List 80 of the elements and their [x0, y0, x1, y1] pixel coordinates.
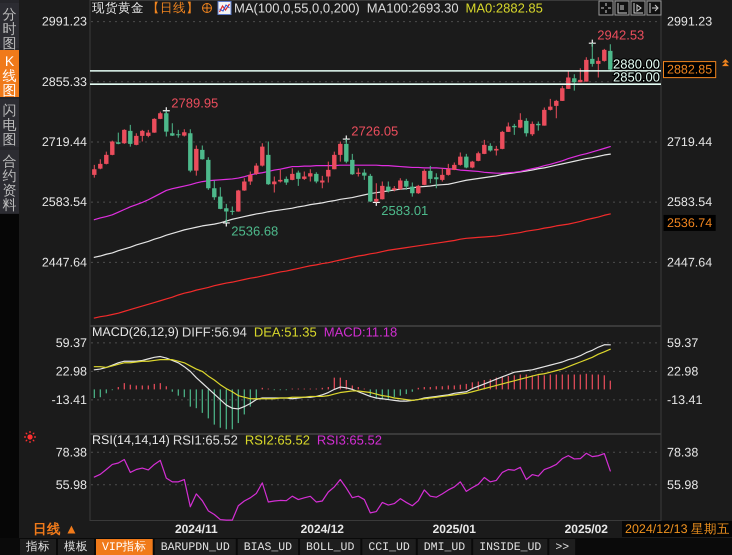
text: INSIDE_UD [479, 541, 542, 554]
chart-subtitle: 【日线】 [147, 1, 199, 15]
y2-tick-label: 2882.85 [667, 62, 712, 77]
line-series [94, 348, 611, 401]
candlestick [572, 74, 576, 91]
annotation: RSI1:65.52 [172, 432, 238, 448]
y-tick-label: 2447.64 [42, 255, 88, 270]
text: 分时图 [2, 6, 16, 51]
y-tick-label: 55.98 [56, 478, 88, 492]
ref-line-label: 2850.00 [613, 70, 660, 85]
text: 合约资料 [2, 153, 16, 212]
y2-tick-label: 2991.23 [667, 14, 712, 29]
y-tick-label: 2991.23 [42, 14, 88, 29]
data-label: 2789.95 [171, 95, 218, 110]
text: DMI_UD [424, 541, 466, 554]
y-tick-label: 2855.33 [42, 74, 88, 89]
candlestick [548, 98, 552, 111]
candlestick [362, 169, 366, 180]
text: >> [555, 541, 570, 554]
point [222, 218, 230, 228]
text: 闪电图 [2, 102, 16, 147]
point [588, 39, 596, 48]
candlestick [116, 132, 120, 144]
annotation: MA0:2882.85 [466, 0, 543, 16]
candlestick [302, 172, 306, 180]
candlestick [590, 43, 594, 67]
line-series [94, 154, 611, 258]
text: 模板 [64, 540, 88, 554]
ref-line-label: 2880.00 [613, 56, 660, 72]
line-series [94, 344, 611, 410]
y-tick-label: 78.38 [56, 445, 88, 460]
candlestick [320, 176, 324, 188]
y2-tick-label: 59.37 [667, 336, 698, 350]
text: BOLL_UD [306, 541, 354, 554]
data-label: 2726.05 [351, 124, 398, 139]
line-series [94, 146, 611, 220]
data-label: 2942.53 [597, 28, 644, 43]
line-series [94, 452, 611, 521]
y-tick-label: 2583.54 [42, 195, 88, 210]
point [342, 134, 350, 144]
y2-tick-label: 2719.44 [667, 134, 712, 149]
text: CCI_UD [368, 541, 410, 554]
y-tick-label: 59.37 [56, 336, 88, 350]
y2-tick-label: 2583.54 [667, 195, 712, 210]
text: 日线 ▲ [33, 522, 78, 536]
text: K线图 [2, 53, 16, 98]
x-tick-label: 2025/01 [432, 522, 476, 536]
text: BARUPDN_UD [160, 541, 230, 554]
text: BIAS_UD [244, 541, 292, 554]
chart-title: MACD(26,12,9) [92, 325, 179, 339]
data-label: 2536.68 [231, 223, 278, 238]
y-tick-label: 2719.44 [42, 134, 88, 149]
text: 2024/12/13 星期五 [625, 522, 730, 536]
y2-tick-label: -13.41 [667, 392, 702, 407]
y-tick-label: -13.41 [52, 392, 88, 407]
annotation: DIFF:56.94 [182, 324, 247, 340]
text: 指标 [25, 540, 50, 554]
annotation: MA(100,0,55,0,0,200) [234, 0, 360, 16]
annotation: RSI3:65.52 [316, 432, 382, 448]
x-tick-label: 2025/02 [564, 522, 608, 536]
annotation: MA100:2693.30 [366, 0, 459, 16]
candlestick [182, 129, 186, 137]
candlestick [374, 183, 378, 202]
y2-tick-label: 2447.64 [667, 255, 712, 270]
annotation: RSI2:65.52 [244, 432, 310, 448]
chart-title: 现货黄金 [92, 1, 144, 15]
chart-title: RSI(14,14,14) [92, 433, 170, 447]
annotation: DEA:51.35 [254, 324, 317, 340]
annotation: MACD:11.18 [324, 324, 398, 340]
candlestick [308, 169, 312, 182]
data-label: 2583.01 [381, 202, 428, 218]
y2-tick-label: 55.98 [667, 478, 698, 492]
y2-tick-label: 78.38 [667, 445, 698, 460]
x-tick-label: 2024/12 [300, 522, 344, 536]
y2-tick-label: 2536.74 [667, 216, 712, 230]
x-tick-label: 2024/11 [174, 522, 218, 536]
y2-tick-label: 22.98 [667, 364, 698, 378]
y-tick-label: 22.98 [56, 364, 88, 378]
candlestick [356, 168, 360, 177]
text: VIP指标 [102, 540, 147, 554]
